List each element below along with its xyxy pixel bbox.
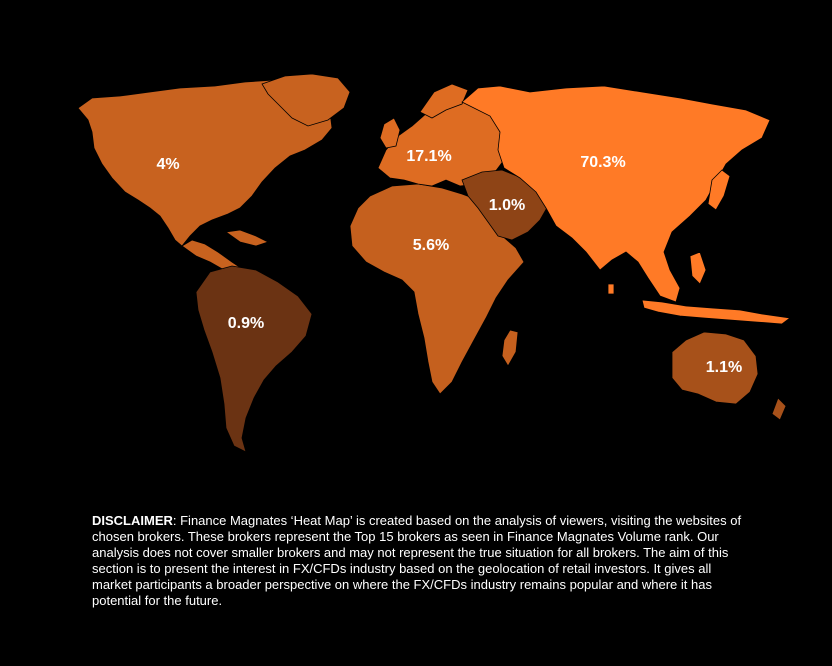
region-label-europe: 17.1% <box>406 148 451 165</box>
region-north-america <box>77 73 351 279</box>
region-label-north-america: 4% <box>156 156 179 173</box>
region-label-oceania: 1.1% <box>706 359 742 376</box>
world-heat-map: 4% 17.1% 70.3% 1.0% 5.6% 0.9% 1.1% <box>77 73 792 453</box>
indonesia-shape <box>641 299 792 325</box>
region-south-america <box>195 265 313 453</box>
disclaimer-heading: DISCLAIMER <box>92 513 173 528</box>
disclaimer-text: : Finance Magnates ‘Heat Map’ is created… <box>92 513 742 608</box>
asia-shape <box>461 85 771 303</box>
scandinavia-shape <box>419 83 469 119</box>
madagascar-shape <box>501 329 519 367</box>
region-africa <box>349 183 525 395</box>
disclaimer: DISCLAIMER: Finance Magnates ‘Heat Map’ … <box>92 513 742 609</box>
japan-shape <box>707 169 731 211</box>
sri-lanka-shape <box>607 283 615 295</box>
region-label-middle-east: 1.0% <box>489 197 525 214</box>
region-label-africa: 5.6% <box>413 237 449 254</box>
region-label-south-america: 0.9% <box>228 315 264 332</box>
region-oceania <box>671 331 787 421</box>
middle-east-shape <box>461 169 549 241</box>
philippines-shape <box>689 251 707 285</box>
caribbean-shape <box>224 229 270 247</box>
south-america-shape <box>195 265 313 453</box>
uk-shape <box>379 117 401 149</box>
region-asia <box>461 85 792 325</box>
north-america-shape <box>77 79 333 247</box>
new-zealand-shape <box>771 397 787 421</box>
region-middle-east <box>461 169 549 241</box>
greenland-shape <box>261 73 351 127</box>
australia-shape <box>671 331 759 405</box>
region-label-asia: 70.3% <box>580 154 625 171</box>
